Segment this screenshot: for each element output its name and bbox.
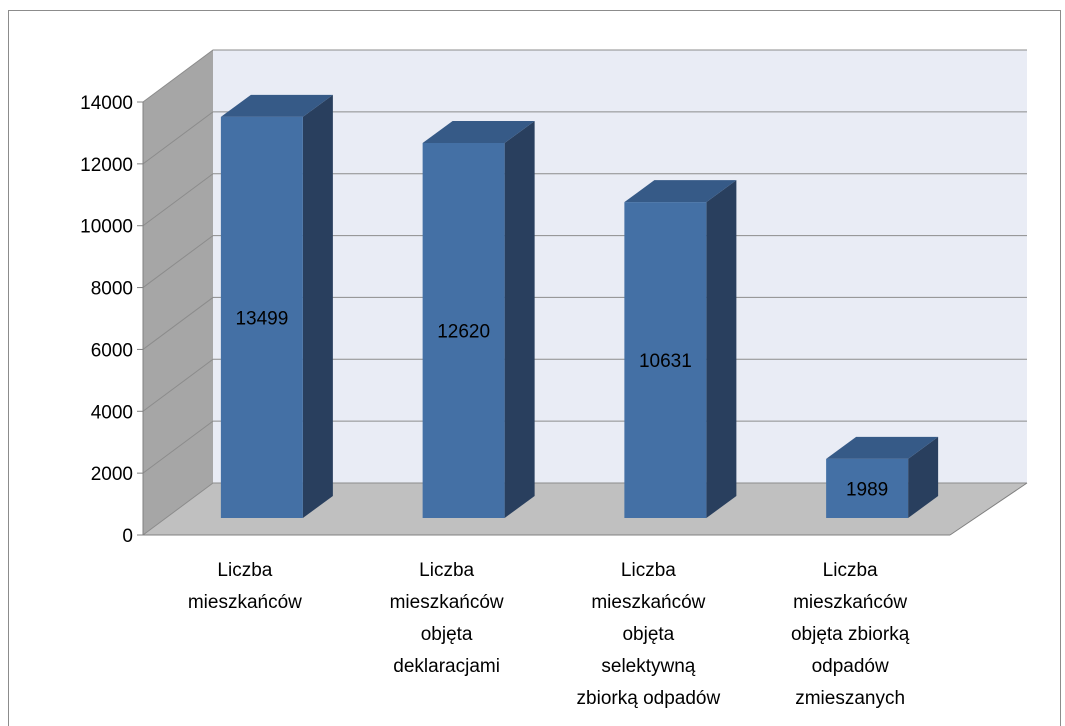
gridline: [142, 358, 1027, 412]
x-tick-label-line: mieszkańców: [188, 592, 302, 613]
x-tick-label: Liczba mieszkańców objęta selektywną zbiorką…: [577, 560, 721, 709]
side-wall: [143, 50, 213, 535]
gridline: [142, 49, 1027, 103]
bar-side: [504, 121, 535, 519]
x-tick-label-line: Liczba: [217, 560, 272, 581]
bar: [220, 116, 303, 519]
x-tick-label-line: mieszkańców: [793, 592, 907, 613]
gridline: [142, 482, 1027, 536]
bar-side: [908, 436, 939, 518]
gridline: [142, 235, 1027, 288]
x-tick-label-line: Liczba: [823, 560, 878, 581]
bar-side: [302, 94, 333, 519]
x-tick-label-line: Liczba: [621, 560, 676, 581]
y-tick-label: 10000: [80, 217, 133, 238]
x-tick-label-line: objęta: [622, 624, 674, 645]
bar-top: [624, 180, 737, 203]
y-tick-label: 12000: [80, 155, 133, 176]
x-tick-label-line: odpadów: [812, 656, 889, 677]
gridline: [142, 111, 1027, 165]
data-label: 12620: [437, 322, 490, 343]
bar: [826, 458, 909, 518]
x-tick-label: Liczba mieszkańców objęta zbiorką odpadów zm…: [791, 560, 910, 709]
data-label: 13499: [235, 308, 288, 329]
floor-edge: [949, 482, 1028, 536]
x-tick-label: Liczba mieszkańców: [188, 560, 302, 613]
bar-top: [826, 436, 939, 459]
gridline: [142, 296, 1027, 350]
bar-top: [220, 94, 333, 117]
back-wall: [213, 50, 1027, 483]
x-tick-label-line: mieszkańców: [390, 592, 504, 613]
bar-side: [706, 180, 737, 518]
data-label: 1989: [846, 479, 888, 500]
x-tick-label-line: objęta: [421, 624, 473, 645]
x-tick-label: Liczba mieszkańców objęta deklaracjami: [390, 560, 504, 677]
data-label: 10631: [639, 351, 692, 372]
x-tick-label-line: selektywną: [601, 656, 695, 677]
y-tick-label: 14000: [80, 93, 133, 114]
y-tick-label: 2000: [91, 464, 133, 485]
x-tick-label-line: Liczba: [419, 560, 474, 581]
bar-top: [422, 121, 535, 144]
y-tick-label: 8000: [91, 279, 133, 300]
gridline: [142, 173, 1027, 227]
y-tick-label: 4000: [91, 402, 133, 423]
x-tick-label-line: deklaracjami: [393, 656, 500, 677]
gridline: [142, 420, 1027, 474]
bar: [422, 143, 505, 518]
y-tick-label: 0: [122, 526, 133, 547]
x-tick-label-line: zbiorką odpadów: [577, 688, 721, 709]
x-tick-label-line: objęta zbiorką: [791, 624, 910, 645]
y-tick-label: 6000: [91, 340, 133, 361]
x-tick-label-line: mieszkańców: [591, 592, 705, 613]
x-tick-label-line: zmieszanych: [795, 688, 905, 709]
bar: [624, 202, 707, 518]
floor: [143, 483, 1027, 535]
